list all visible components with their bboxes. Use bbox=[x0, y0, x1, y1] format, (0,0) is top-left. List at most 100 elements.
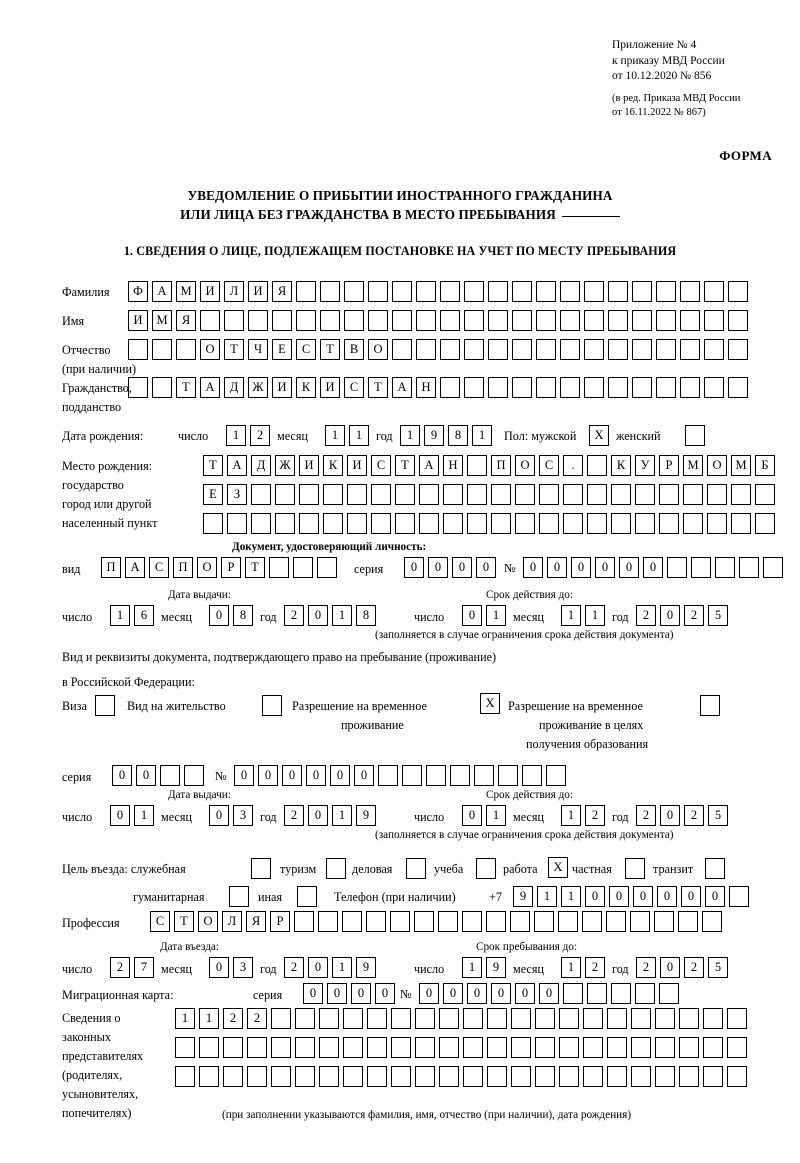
grid-cell[interactable] bbox=[184, 765, 204, 786]
grid-cell[interactable] bbox=[160, 765, 180, 786]
grid-cell[interactable]: 1 bbox=[332, 605, 352, 626]
grid-cell[interactable] bbox=[199, 1037, 219, 1058]
grid-cell[interactable] bbox=[176, 339, 196, 360]
grid-cell[interactable]: 2 bbox=[684, 605, 704, 626]
grid-cell[interactable]: 5 bbox=[708, 957, 728, 978]
grid-cell[interactable]: 1 bbox=[199, 1008, 219, 1029]
grid-cell[interactable]: 0 bbox=[136, 765, 156, 786]
grid-cell[interactable] bbox=[606, 911, 626, 932]
grid-cell[interactable] bbox=[275, 484, 295, 505]
grid-cell[interactable]: А bbox=[200, 377, 220, 398]
grid-cell[interactable] bbox=[152, 377, 172, 398]
grid-cell[interactable] bbox=[703, 1066, 723, 1087]
grid-cell[interactable]: 0 bbox=[110, 805, 130, 826]
grid-cell[interactable] bbox=[667, 557, 687, 578]
grid-cell[interactable] bbox=[700, 695, 720, 716]
grid-cell[interactable]: Б bbox=[755, 455, 775, 476]
grid-cell[interactable]: 9 bbox=[513, 886, 533, 907]
grid-cell[interactable]: 1 bbox=[561, 805, 581, 826]
grid-cell[interactable] bbox=[583, 1066, 603, 1087]
grid-cell[interactable] bbox=[367, 1008, 387, 1029]
grid-cell[interactable]: 2 bbox=[585, 957, 605, 978]
grid-cell[interactable] bbox=[536, 310, 556, 331]
grid-cell[interactable]: 2 bbox=[250, 425, 270, 446]
grid-cell[interactable] bbox=[395, 513, 415, 534]
grid-cell[interactable] bbox=[491, 484, 511, 505]
grid-cell[interactable] bbox=[656, 310, 676, 331]
grid-cell[interactable]: 1 bbox=[537, 886, 557, 907]
grid-cell[interactable] bbox=[342, 911, 362, 932]
grid-cell[interactable] bbox=[715, 557, 735, 578]
grid-cell[interactable] bbox=[515, 513, 535, 534]
grid-cell[interactable] bbox=[607, 1066, 627, 1087]
grid-cell[interactable] bbox=[440, 377, 460, 398]
grid-cell[interactable]: 0 bbox=[443, 983, 463, 1004]
grid-cell[interactable]: Т bbox=[320, 339, 340, 360]
grid-cell[interactable]: О bbox=[200, 339, 220, 360]
grid-cell[interactable] bbox=[463, 1066, 483, 1087]
grid-cell[interactable] bbox=[635, 484, 655, 505]
grid-cell[interactable] bbox=[611, 983, 631, 1004]
grid-cell[interactable]: П bbox=[491, 455, 511, 476]
grid-cell[interactable] bbox=[632, 377, 652, 398]
grid-cell[interactable] bbox=[703, 1037, 723, 1058]
grid-cell[interactable]: 9 bbox=[356, 805, 376, 826]
grid-cell[interactable]: 1 bbox=[325, 425, 345, 446]
grid-cell[interactable] bbox=[320, 281, 340, 302]
grid-cell[interactable] bbox=[511, 1066, 531, 1087]
purpose-private-checkbox[interactable] bbox=[625, 858, 649, 879]
grid-cell[interactable]: X bbox=[548, 857, 568, 878]
grid-cell[interactable]: Л bbox=[224, 281, 244, 302]
grid-cell[interactable] bbox=[344, 310, 364, 331]
grid-cell[interactable]: Д bbox=[224, 377, 244, 398]
grid-cell[interactable] bbox=[247, 1066, 267, 1087]
grid-cell[interactable]: 0 bbox=[467, 983, 487, 1004]
grid-cell[interactable] bbox=[535, 1037, 555, 1058]
grid-cell[interactable] bbox=[439, 1066, 459, 1087]
grid-cell[interactable] bbox=[704, 310, 724, 331]
grid-cell[interactable] bbox=[583, 1037, 603, 1058]
grid-cell[interactable] bbox=[680, 377, 700, 398]
grid-cell[interactable]: 1 bbox=[486, 605, 506, 626]
grid-cell[interactable]: 0 bbox=[660, 805, 680, 826]
grid-cell[interactable] bbox=[343, 1037, 363, 1058]
grid-cell[interactable] bbox=[680, 310, 700, 331]
grid-cell[interactable] bbox=[199, 1066, 219, 1087]
grid-cell[interactable]: 1 bbox=[462, 957, 482, 978]
grid-cell[interactable] bbox=[416, 310, 436, 331]
grid-cell[interactable]: 0 bbox=[428, 557, 448, 578]
grid-cell[interactable] bbox=[703, 1008, 723, 1029]
grid-cell[interactable] bbox=[727, 1037, 747, 1058]
grid-cell[interactable] bbox=[488, 339, 508, 360]
grid-cell[interactable]: Я bbox=[176, 310, 196, 331]
grid-cell[interactable] bbox=[296, 310, 316, 331]
grid-cell[interactable] bbox=[608, 310, 628, 331]
grid-cell[interactable] bbox=[583, 1008, 603, 1029]
grid-cell[interactable] bbox=[467, 513, 487, 534]
grid-cell[interactable]: Ж bbox=[275, 455, 295, 476]
grid-cell[interactable]: 0 bbox=[330, 765, 350, 786]
birth-place-row-3[interactable] bbox=[203, 513, 779, 534]
grid-cell[interactable]: 2 bbox=[585, 805, 605, 826]
grid-cell[interactable] bbox=[632, 310, 652, 331]
grid-cell[interactable] bbox=[200, 310, 220, 331]
grid-cell[interactable]: С bbox=[150, 911, 170, 932]
grid-cell[interactable] bbox=[392, 310, 412, 331]
grid-cell[interactable] bbox=[487, 1008, 507, 1029]
grid-cell[interactable] bbox=[512, 339, 532, 360]
grid-cell[interactable] bbox=[248, 310, 268, 331]
grid-cell[interactable]: 0 bbox=[705, 886, 725, 907]
grid-cell[interactable] bbox=[415, 1037, 435, 1058]
grid-cell[interactable]: 0 bbox=[523, 557, 543, 578]
grid-cell[interactable] bbox=[440, 310, 460, 331]
grid-cell[interactable] bbox=[755, 484, 775, 505]
grid-cell[interactable] bbox=[731, 513, 751, 534]
grid-cell[interactable]: 2 bbox=[110, 957, 130, 978]
grid-cell[interactable]: 1 bbox=[400, 425, 420, 446]
grid-cell[interactable] bbox=[611, 513, 631, 534]
